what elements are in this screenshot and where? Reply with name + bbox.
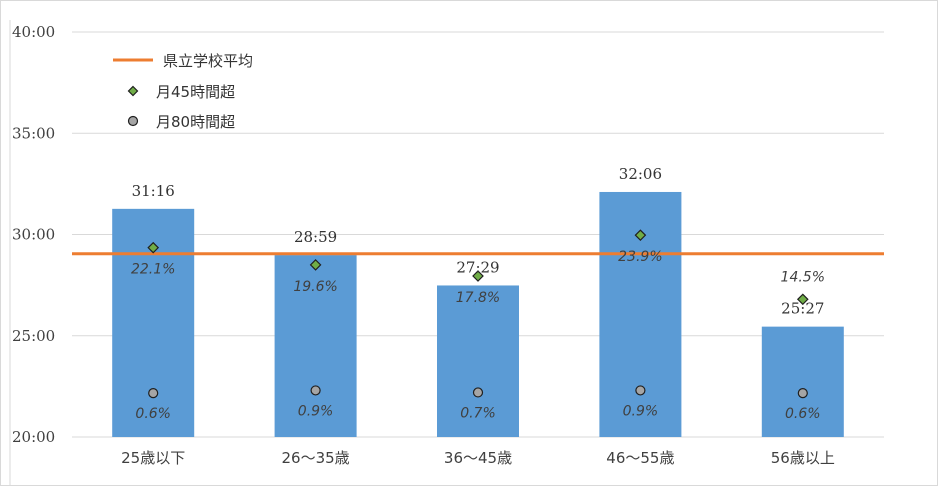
marker-80h [635, 385, 646, 396]
bar-value-label: 27:29 [456, 258, 499, 276]
pct-80h-label: 0.7% [460, 405, 496, 421]
bar [761, 326, 844, 437]
marker-45h [472, 270, 484, 282]
bar-value-label: 32:06 [619, 165, 662, 183]
marker-45h [634, 229, 647, 242]
y-tick-label: 40:00 [12, 23, 55, 41]
bar-value-label: 25:27 [781, 300, 824, 318]
y-tick-label: 20:00 [12, 428, 55, 446]
marker-45h [796, 293, 809, 306]
x-category-label: 46～55歳 [606, 449, 674, 467]
y-tick-label: 30:00 [12, 226, 55, 244]
y-axis-ticks: 20:00 25:00 30:00 35:00 40:00 [12, 23, 55, 446]
bar [437, 285, 519, 437]
legend-label-80h: 月80時間超 [156, 113, 235, 131]
x-category-label: 56歳以上 [771, 449, 835, 467]
marker-45h [309, 259, 322, 271]
pct-80h-label: 0.6% [785, 406, 821, 422]
bar-value-label: 31:16 [132, 182, 175, 200]
bar [599, 191, 682, 437]
marker-80h [310, 385, 321, 396]
x-category-label: 25歳以下 [121, 449, 185, 467]
marker-80h [148, 388, 159, 399]
pct-45h-label: 22.1% [131, 262, 175, 278]
legend-diamond-swatch [127, 85, 139, 97]
legend-label-45h: 月45時間超 [156, 83, 235, 101]
pct-45h-label: 14.5% [781, 269, 825, 285]
pct-45h-label: 23.9% [618, 249, 662, 265]
pct-80h-label: 0.6% [135, 406, 171, 422]
y-tick-label: 25:00 [12, 327, 55, 345]
x-axis-categories: 25歳以下 26～35歳 36～45歳 46～55歳 56歳以上 [121, 449, 835, 467]
x-category-label: 26～35歳 [282, 449, 350, 467]
bar [274, 255, 357, 437]
pct-80h-label: 0.9% [623, 403, 659, 419]
marker-80h [472, 387, 484, 398]
markers [147, 229, 809, 399]
pct-45h-label: 19.6% [293, 279, 337, 295]
legend-circle-swatch [127, 115, 139, 127]
marker-45h [147, 241, 160, 254]
y-tick-label: 35:00 [12, 124, 55, 142]
pct-45h-label: 17.8% [456, 290, 500, 306]
marker-80h [797, 388, 808, 399]
bar-value-label: 28:59 [294, 228, 337, 246]
pct-80h-label: 0.9% [298, 403, 334, 419]
data-labels: 31:16 28:59 27:29 32:06 25:27 22.1% 19.6% 17.8%… [131, 165, 825, 422]
x-category-label: 36～45歳 [444, 449, 512, 467]
legend-label-average: 県立学校平均 [163, 52, 253, 70]
